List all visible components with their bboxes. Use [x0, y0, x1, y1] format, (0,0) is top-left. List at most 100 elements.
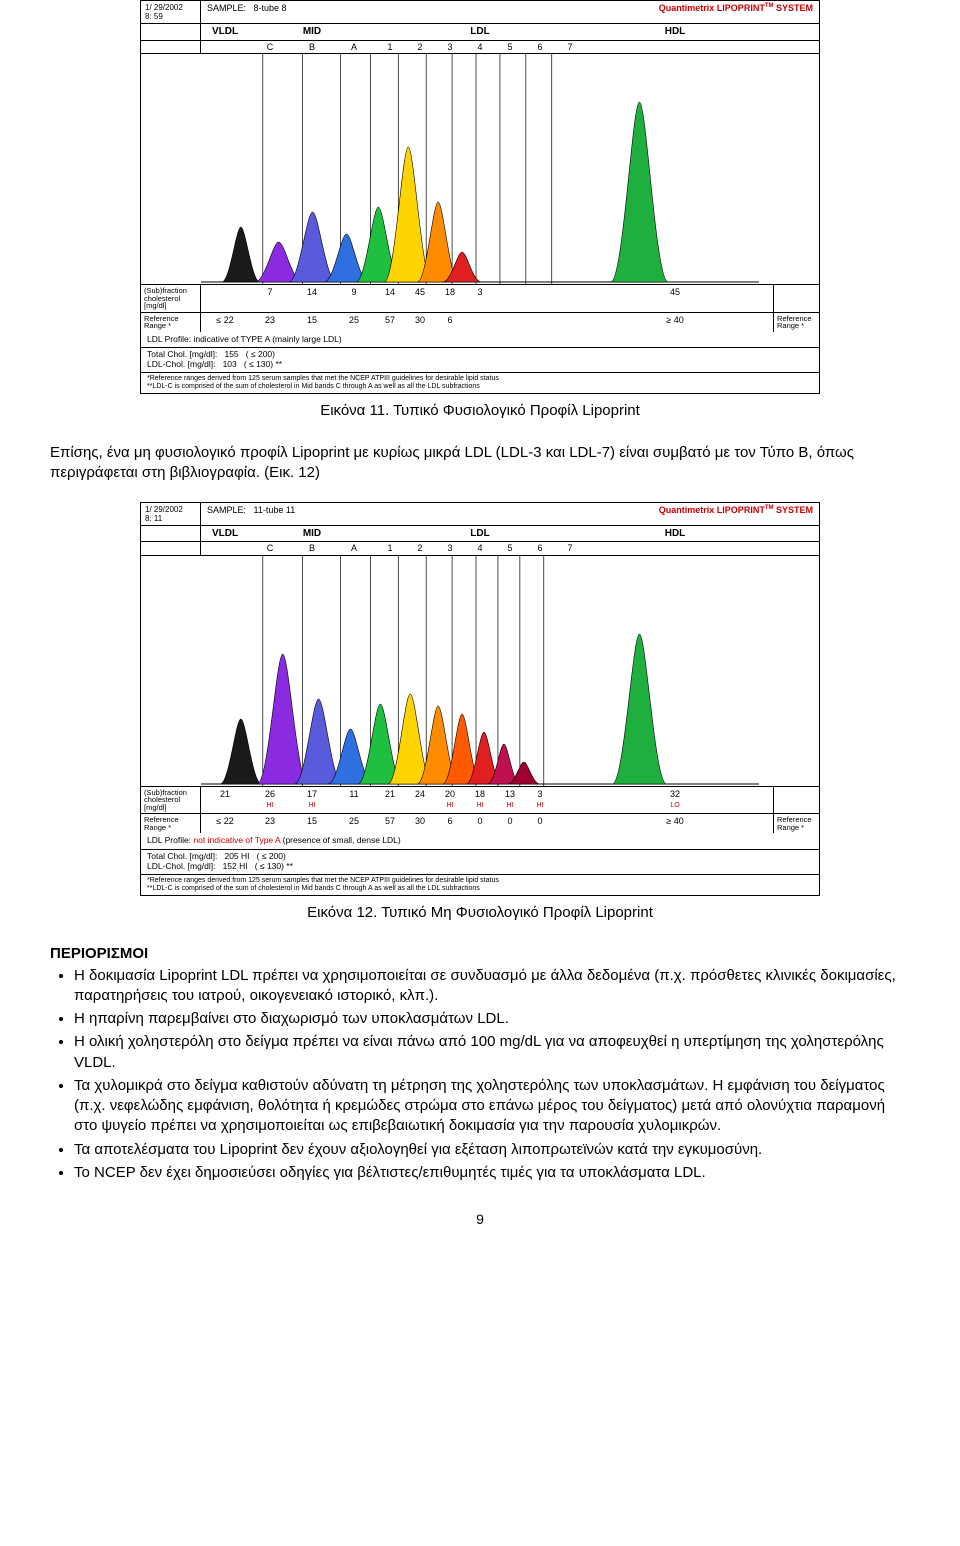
electropherogram-chart	[201, 54, 759, 284]
limitation-item: Τα αποτελέσματα του Lipoprint δεν έχουν …	[74, 1140, 910, 1160]
subfraction-label: 7	[555, 41, 585, 53]
report-brand: Quantimetrix LIPOPRINTTM SYSTEM	[653, 1, 819, 23]
subfraction-label	[585, 41, 765, 53]
row-label: (Sub)fraction cholesterol [mg/dl]	[141, 285, 201, 312]
row-label-right: Reference Range *	[773, 814, 819, 833]
footnotes: *Reference ranges derived from 125 serum…	[141, 874, 819, 895]
value-cell: 0	[495, 814, 525, 828]
footnotes: *Reference ranges derived from 125 serum…	[141, 372, 819, 393]
value-cell: 18HI	[465, 787, 495, 812]
subfraction-label: 1	[375, 542, 405, 554]
subfraction-label: 1	[375, 41, 405, 53]
value-cell: 21	[201, 787, 249, 801]
value-cell	[525, 285, 555, 289]
limitation-item: Τα χυλομικρά στο δείγμα καθιστούν αδύνατ…	[74, 1076, 910, 1137]
subfraction-label: 3	[435, 542, 465, 554]
page-number: 9	[50, 1211, 910, 1227]
subfraction-label: 6	[525, 542, 555, 554]
value-cell: 23	[249, 313, 291, 327]
figure-11-caption: Εικόνα 11. Τυπικό Φυσιολογικό Προφίλ Lip…	[50, 402, 910, 419]
value-cell: 45	[405, 285, 435, 299]
value-cell: ≤ 22	[201, 313, 249, 327]
limitation-item: Η ολική χοληστερόλη στο δείγμα πρέπει να…	[74, 1032, 910, 1073]
row-label-right: Reference Range *	[773, 313, 819, 332]
limitations-section: ΠΕΡΙΟΡΙΣΜΟΙ Η δοκιμασία Lipoprint LDL πρ…	[50, 945, 910, 1184]
subfraction-label	[585, 542, 765, 554]
chart-peak	[220, 719, 261, 784]
row-label: (Sub)fraction cholesterol [mg/dl]	[141, 787, 201, 814]
value-cell: 9	[333, 285, 375, 299]
value-cell: 26HI	[249, 787, 291, 812]
value-cell: 15	[291, 814, 333, 828]
subfraction-label: 6	[525, 41, 555, 53]
totals-block: Total Chol. [mg/dl]: 205 HI ( ≤ 200)LDL-…	[141, 849, 819, 874]
value-cell	[555, 313, 585, 317]
subfraction-label: C	[249, 542, 291, 554]
report-date: 1/ 29/20028: 59	[141, 1, 201, 23]
fraction-header: HDL	[585, 24, 765, 40]
subfraction-label	[201, 41, 249, 53]
value-cell: 18	[435, 285, 465, 299]
report-date: 1/ 29/20028: 11	[141, 503, 201, 525]
totals-block: Total Chol. [mg/dl]: 155 ( ≤ 200)LDL-Cho…	[141, 347, 819, 372]
value-cell: 0	[465, 814, 495, 828]
subfraction-label: 4	[465, 542, 495, 554]
fraction-header: VLDL	[201, 526, 249, 542]
subfraction-label: A	[333, 41, 375, 53]
value-cell: 57	[375, 313, 405, 327]
chart-peak	[384, 147, 432, 282]
electropherogram-chart	[201, 556, 759, 786]
row-label-right	[773, 787, 819, 814]
value-cell: 6	[435, 814, 465, 828]
value-cell: 32LO	[585, 787, 765, 812]
row-label: Reference Range *	[141, 313, 201, 332]
fraction-header: MID	[249, 24, 375, 40]
fraction-header: MID	[249, 526, 375, 542]
value-cell: 25	[333, 814, 375, 828]
row-label-right	[773, 285, 819, 312]
value-cell: 45	[585, 285, 765, 299]
fraction-header: LDL	[375, 24, 585, 40]
value-cell: 15	[291, 313, 333, 327]
value-cell: 57	[375, 814, 405, 828]
value-cell: ≥ 40	[585, 313, 765, 327]
subfraction-label: 7	[555, 542, 585, 554]
value-cell: 30	[405, 814, 435, 828]
subfraction-label: B	[291, 542, 333, 554]
figure-12-caption: Εικόνα 12. Τυπικό Μη Φυσιολογικό Προφίλ …	[50, 904, 910, 921]
chart-peak	[222, 227, 260, 282]
value-cell: 0	[525, 814, 555, 828]
report-sample: SAMPLE: 8-tube 8	[201, 1, 653, 23]
value-cell: ≥ 40	[585, 814, 765, 828]
subfraction-label: 3	[435, 41, 465, 53]
limitation-item: Η ηπαρίνη παρεμβαίνει στο διαχωρισμό των…	[74, 1009, 910, 1029]
value-cell: 3HI	[525, 787, 555, 812]
subfraction-label: C	[249, 41, 291, 53]
report-sample: SAMPLE: 11-tube 11	[201, 503, 653, 525]
subfraction-label: 5	[495, 542, 525, 554]
value-cell	[465, 313, 495, 317]
value-cell	[555, 285, 585, 289]
value-cell: 14	[375, 285, 405, 299]
subfraction-label: B	[291, 41, 333, 53]
value-cell: 7	[249, 285, 291, 299]
value-cell: 25	[333, 313, 375, 327]
limitations-list: Η δοκιμασία Lipoprint LDL πρέπει να χρησ…	[50, 966, 910, 1184]
value-cell	[495, 313, 525, 317]
subfraction-label: 2	[405, 41, 435, 53]
subfraction-label: 4	[465, 41, 495, 53]
value-cell: 13HI	[495, 787, 525, 812]
report-brand: Quantimetrix LIPOPRINTTM SYSTEM	[653, 503, 819, 525]
chart-peak	[289, 212, 337, 282]
ldl-profile-line: LDL Profile: indicative of TYPE A (mainl…	[141, 332, 819, 348]
value-cell	[525, 313, 555, 317]
figure-12: 1/ 29/20028: 11SAMPLE: 11-tube 11Quantim…	[140, 502, 820, 896]
value-cell: 24	[405, 787, 435, 801]
intertext-paragraph: Επίσης, ένα μη φυσιολογικό προφίλ Lipopr…	[50, 443, 910, 484]
value-cell: 3	[465, 285, 495, 299]
figure-11: 1/ 29/20028: 59SAMPLE: 8-tube 8Quantimet…	[140, 0, 820, 394]
row-label: Reference Range *	[141, 814, 201, 833]
subfraction-label: A	[333, 542, 375, 554]
value-cell: 17HI	[291, 787, 333, 812]
chart-peak	[611, 102, 668, 282]
